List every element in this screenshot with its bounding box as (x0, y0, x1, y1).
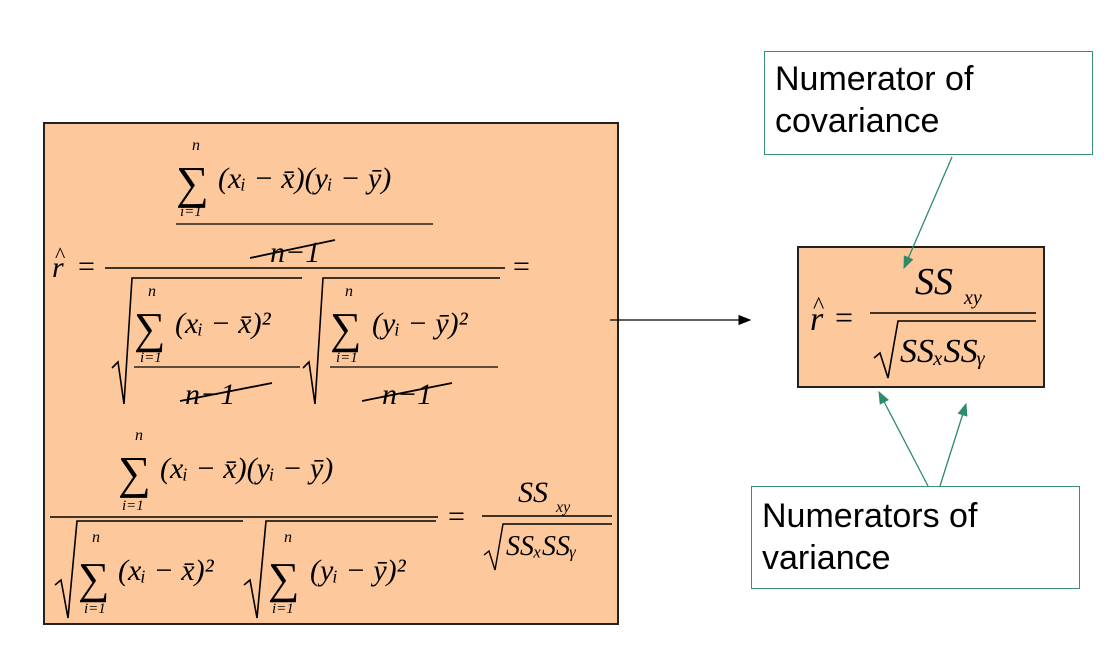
sum-symbol-x-bottom: ∑ (78, 554, 109, 603)
sqrt-sign-y (302, 277, 500, 405)
variance-label-line-2: variance (762, 539, 891, 577)
covariance-term: (xᵢ − x̄)(yᵢ − ȳ) (218, 162, 391, 195)
sum-symbol-y: ∑ (330, 304, 361, 353)
equals-sign-right: = (513, 250, 530, 283)
variance-pointer-arrow-left (878, 390, 929, 487)
covariance-term-bottom: (xᵢ − x̄)(yᵢ − ȳ) (160, 452, 333, 485)
r-hat-symbol: r (52, 251, 64, 284)
result-formula: r ^ = SS xy SSₓSSᵧ (810, 261, 1036, 379)
sum-upper-limit-y: n (345, 283, 353, 300)
sum-lower-limit-x-bottom: i=1 (84, 601, 106, 617)
result-ss-denominator: SSₓSSᵧ (900, 333, 986, 370)
result-equals-sign: = (835, 299, 853, 335)
bottom-formula: n ∑ i=1 (xᵢ − x̄)(yᵢ − ȳ) n ∑ i=1 (xᵢ − … (50, 427, 612, 619)
sum-lower-limit-x: i=1 (140, 350, 162, 366)
variance-pointer-arrow-right (939, 402, 968, 487)
sqrt-sign-x (111, 277, 302, 405)
covariance-label-line-1: Numerator of (775, 60, 974, 98)
variance-label-box: Numerators of variance (751, 486, 1080, 589)
x-variance-term: (xᵢ − x̄)² (175, 307, 272, 340)
equals-sign-bottom: = (448, 500, 465, 533)
sum-symbol-y-bottom: ∑ (268, 554, 299, 603)
strike-line-top (249, 239, 336, 259)
strike-line-y (361, 382, 453, 402)
sum-lower-limit-y: i=1 (336, 350, 358, 366)
ss-denominator-bottom: SSₓSSᵧ (506, 531, 577, 562)
sum-lower-limit-bottom: i=1 (122, 498, 144, 514)
y-variance-term-bottom: (yᵢ − ȳ)² (310, 554, 407, 587)
x-variance-term-bottom: (xᵢ − x̄)² (118, 554, 215, 587)
sum-symbol: ∑ (176, 157, 209, 208)
result-ss-subscript: xy (963, 287, 982, 309)
sum-lower-limit-y-bottom: i=1 (272, 601, 294, 617)
sum-symbol-x: ∑ (134, 304, 165, 353)
sum-lower-limit: i=1 (180, 204, 202, 220)
result-r-hat: r (810, 301, 824, 338)
equals-sign: = (78, 250, 95, 283)
derivation-panel (43, 122, 619, 625)
n-minus-1-y: n−1 (382, 378, 432, 411)
covariance-label-box: Numerator of covariance (764, 51, 1093, 155)
covariance-pointer-arrow (903, 156, 953, 270)
strike-line-x (179, 382, 273, 402)
top-formula: r ^ = n ∑ i=1 (xᵢ − x̄)(yᵢ − ȳ) n−1 = n … (52, 137, 530, 411)
ss-sqrt-sign-bottom (483, 523, 612, 571)
y-variance-term: (yᵢ − ȳ)² (372, 307, 469, 340)
ss-xy-subscript-bottom: xy (555, 499, 571, 516)
hat-mark: ^ (55, 242, 66, 267)
sqrt-sign-x-bottom (54, 520, 243, 619)
sum-upper-limit-x: n (148, 283, 156, 300)
sum-upper-limit: n (192, 137, 200, 154)
ss-xy-numerator-bottom: SS (518, 476, 548, 509)
result-ss-numerator: SS (915, 261, 953, 303)
covariance-label-line-2: covariance (775, 102, 940, 140)
sum-symbol-bottom: ∑ (118, 447, 151, 498)
sum-upper-limit-bottom: n (135, 427, 143, 444)
sqrt-sign-y-bottom (243, 520, 436, 619)
result-panel (797, 246, 1045, 388)
variance-label-line-1: Numerators of (762, 497, 978, 535)
sum-upper-limit-x-bottom: n (92, 529, 100, 546)
result-sqrt-sign (873, 320, 1036, 379)
sum-upper-limit-y-bottom: n (284, 529, 292, 546)
result-hat-mark: ^ (813, 293, 824, 319)
